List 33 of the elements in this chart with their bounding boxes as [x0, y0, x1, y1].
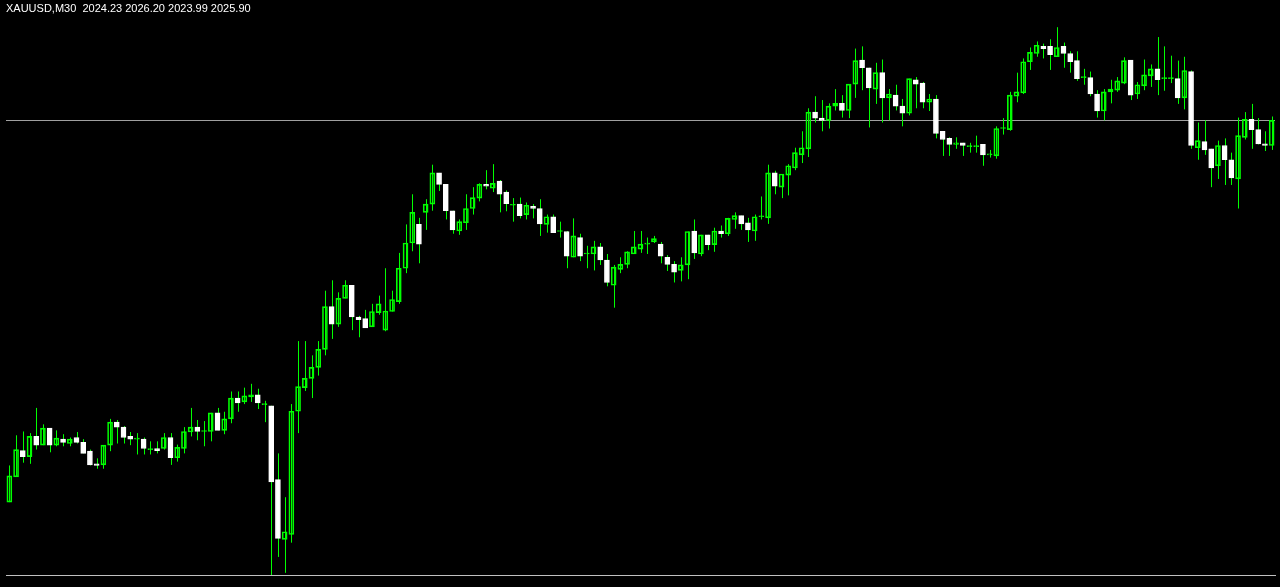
candlestick	[839, 94, 845, 119]
candlestick	[362, 309, 369, 329]
candlestick	[812, 95, 818, 124]
candlestick	[1067, 50, 1074, 74]
candlestick	[1208, 148, 1215, 188]
candlestick	[1262, 130, 1268, 152]
candlestick	[1094, 89, 1100, 119]
candlestick	[691, 218, 698, 260]
candlestick	[671, 260, 677, 283]
candlestick	[879, 59, 886, 124]
candlestick	[859, 45, 865, 91]
candlestick	[771, 170, 778, 195]
candlestick	[1047, 38, 1053, 71]
candlestick	[19, 430, 26, 464]
candlestick	[818, 99, 825, 132]
candlestick	[604, 253, 610, 287]
candlestick	[416, 217, 422, 264]
candlestick	[550, 214, 557, 234]
candlestick	[577, 233, 583, 262]
chart-title: XAUUSD,M30 2024.23 2026.20 2023.99 2025.90	[6, 1, 251, 14]
candlestick	[745, 217, 751, 243]
candlestick	[1255, 117, 1262, 145]
candlestick	[254, 388, 261, 410]
candlestick	[865, 67, 872, 128]
candlestick	[483, 169, 489, 190]
candlestick	[1074, 50, 1080, 82]
candlestick	[503, 189, 510, 212]
candlestick	[113, 419, 120, 445]
candlestick	[536, 198, 543, 237]
candlestick	[33, 407, 40, 451]
candlestick	[912, 76, 919, 109]
candlestick	[980, 143, 986, 167]
candlestick	[597, 242, 604, 266]
